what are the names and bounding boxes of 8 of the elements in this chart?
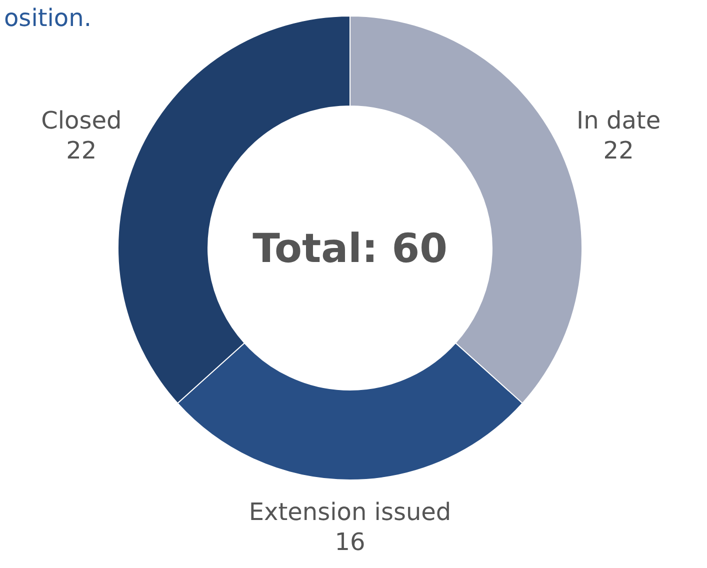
- data-label: 22: [603, 136, 634, 164]
- text: Total: 60: [252, 226, 448, 272]
- chart-title: osition.: [4, 4, 92, 32]
- data-label: 22: [66, 136, 97, 164]
- slice-label: Extension issued: [248, 498, 452, 526]
- slice-label: In date: [576, 106, 661, 134]
- data-label: 16: [334, 528, 366, 556]
- slice-label: Closed: [41, 106, 122, 134]
